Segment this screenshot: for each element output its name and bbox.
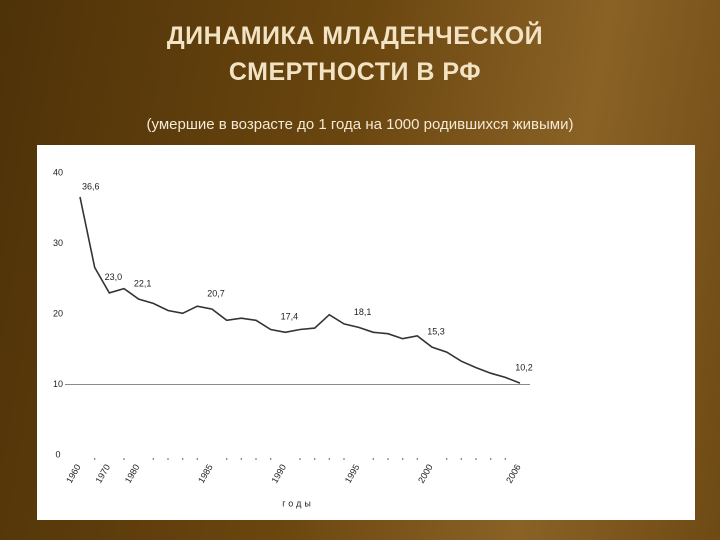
x-tick-dot <box>123 458 125 460</box>
x-tick-dot <box>313 458 316 460</box>
x-tick-dot <box>372 458 375 460</box>
data-label: 15,3 <box>427 327 445 337</box>
x-tick-dot <box>328 458 331 460</box>
data-label: 18,1 <box>354 307 372 317</box>
chart-panel <box>37 145 695 520</box>
x-tick-dot <box>181 458 184 460</box>
data-label: 23,0 <box>105 272 123 282</box>
data-label: 20,7 <box>207 288 225 298</box>
x-tick-dot <box>255 458 257 460</box>
y-tick-label: 0 <box>55 449 60 459</box>
x-tick-dot <box>387 458 389 460</box>
data-line <box>79 196 521 384</box>
x-tick-dot <box>475 458 477 460</box>
x-tick-dot <box>196 458 199 460</box>
x-tick-dot <box>416 458 419 460</box>
data-label: 10,2 <box>515 362 533 372</box>
x-tick-dot <box>225 458 228 460</box>
x-tick-dot <box>299 458 301 460</box>
x-tick-dot <box>152 458 155 460</box>
x-tick-dot <box>445 458 448 460</box>
x-tick-dot <box>93 458 96 460</box>
chart-subtitle: (умершие в возрасте до 1 года на 1000 ро… <box>146 116 574 133</box>
x-tick-dot <box>343 458 345 460</box>
x-tick-dot <box>489 458 492 460</box>
y-tick-label: 40 <box>53 167 63 177</box>
data-label: 22,1 <box>134 279 152 289</box>
x-tick-dot <box>240 458 243 460</box>
x-tick-dot <box>167 458 169 460</box>
data-label: 17,4 <box>281 312 299 322</box>
x-tick-dot <box>460 458 463 460</box>
chart-title: ДИНАМИКА МЛАДЕНЧЕСКОЙ СМЕРТНОСТИ В РФ <box>166 22 544 86</box>
x-tick-dot <box>504 458 507 460</box>
x-axis-label: годы <box>282 498 314 508</box>
y-tick-label: 20 <box>53 308 63 318</box>
x-tick-dot <box>269 458 272 460</box>
data-label: 36,6 <box>82 181 100 191</box>
y-tick-label: 10 <box>53 379 63 389</box>
y-tick-label: 30 <box>53 238 63 248</box>
x-tick-dot <box>401 458 404 460</box>
